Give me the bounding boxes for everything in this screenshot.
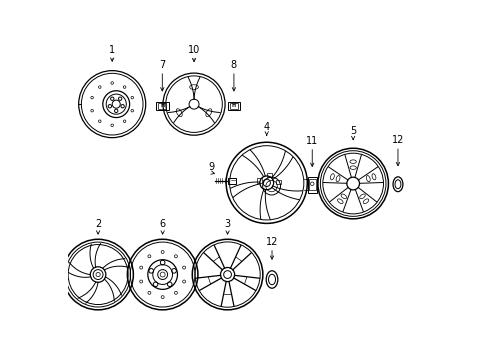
- Text: 11: 11: [305, 136, 318, 146]
- Text: 10: 10: [187, 45, 200, 55]
- Text: 12: 12: [391, 135, 403, 145]
- Text: 4: 4: [263, 122, 269, 132]
- Text: 8: 8: [230, 60, 237, 70]
- Text: 1: 1: [109, 45, 115, 55]
- Text: 5: 5: [349, 126, 356, 136]
- Text: H: H: [160, 103, 164, 108]
- Text: 2: 2: [95, 220, 101, 229]
- Text: 6: 6: [159, 220, 165, 229]
- Text: 3: 3: [224, 220, 230, 229]
- Text: 12: 12: [265, 237, 278, 247]
- Text: H: H: [231, 103, 236, 108]
- Text: 7: 7: [159, 60, 165, 70]
- Text: 9: 9: [207, 162, 214, 172]
